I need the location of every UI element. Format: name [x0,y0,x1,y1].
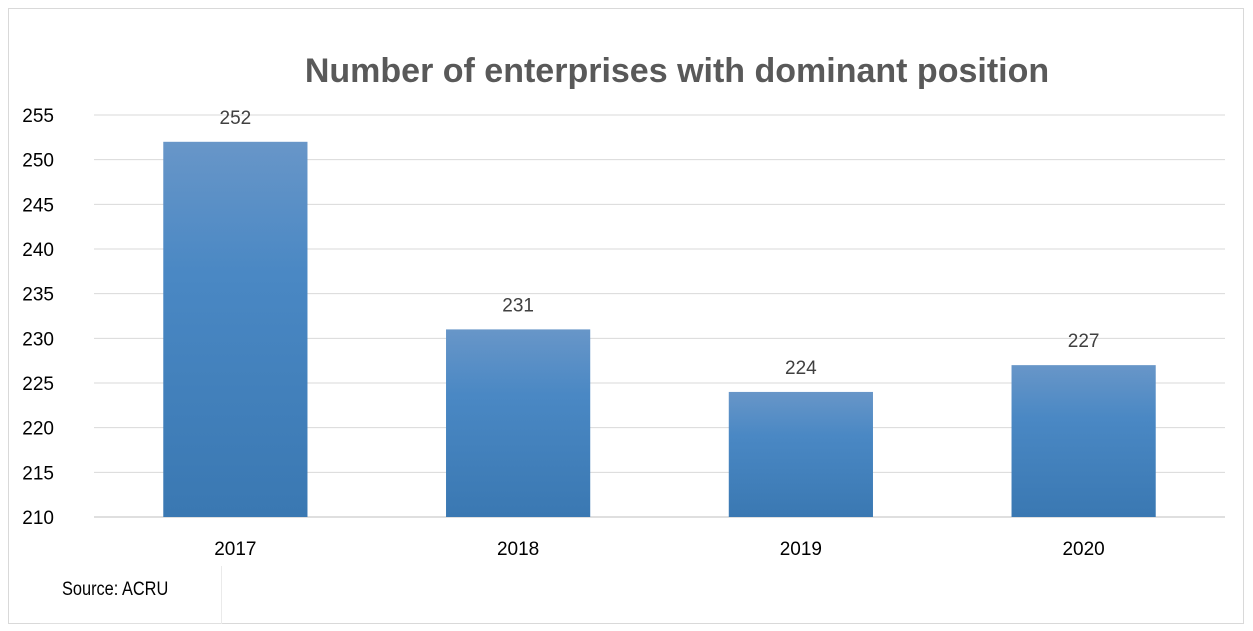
bar-2018 [446,329,591,517]
y-tick-label: 230 [22,329,54,350]
chart-title: Number of enterprises with dominant posi… [305,52,1049,90]
data-label: 227 [1068,331,1100,352]
source-divider-vertical [221,566,222,624]
source-note: Source: ACRU [62,579,169,600]
x-tick-label: 2020 [1062,539,1104,560]
y-tick-label: 255 [22,106,54,127]
bar-2020 [1011,365,1156,517]
x-tick-label: 2019 [780,539,822,560]
y-tick-label: 250 [22,151,54,172]
bar-2019 [728,391,873,517]
y-axis: 210 215 220 225 230 235 240 245 250 255 [22,106,54,529]
y-tick-label: 225 [22,374,54,395]
source-divider [40,623,222,624]
data-label: 224 [785,358,817,379]
y-tick-label: 215 [22,463,54,484]
x-tick-label: 2017 [214,539,256,560]
y-tick-label: 240 [22,240,54,261]
y-tick-label: 220 [22,419,54,440]
bars: 252 231 224 227 [163,108,1156,518]
y-tick-label: 235 [22,285,54,306]
bar-2017 [163,141,308,518]
y-tick-label: 245 [22,195,54,216]
data-label: 231 [502,295,534,316]
x-tick-label: 2018 [497,539,539,560]
data-label: 252 [220,108,252,129]
y-tick-label: 210 [22,508,54,529]
x-axis: 2017 2018 2019 2020 [214,539,1105,560]
